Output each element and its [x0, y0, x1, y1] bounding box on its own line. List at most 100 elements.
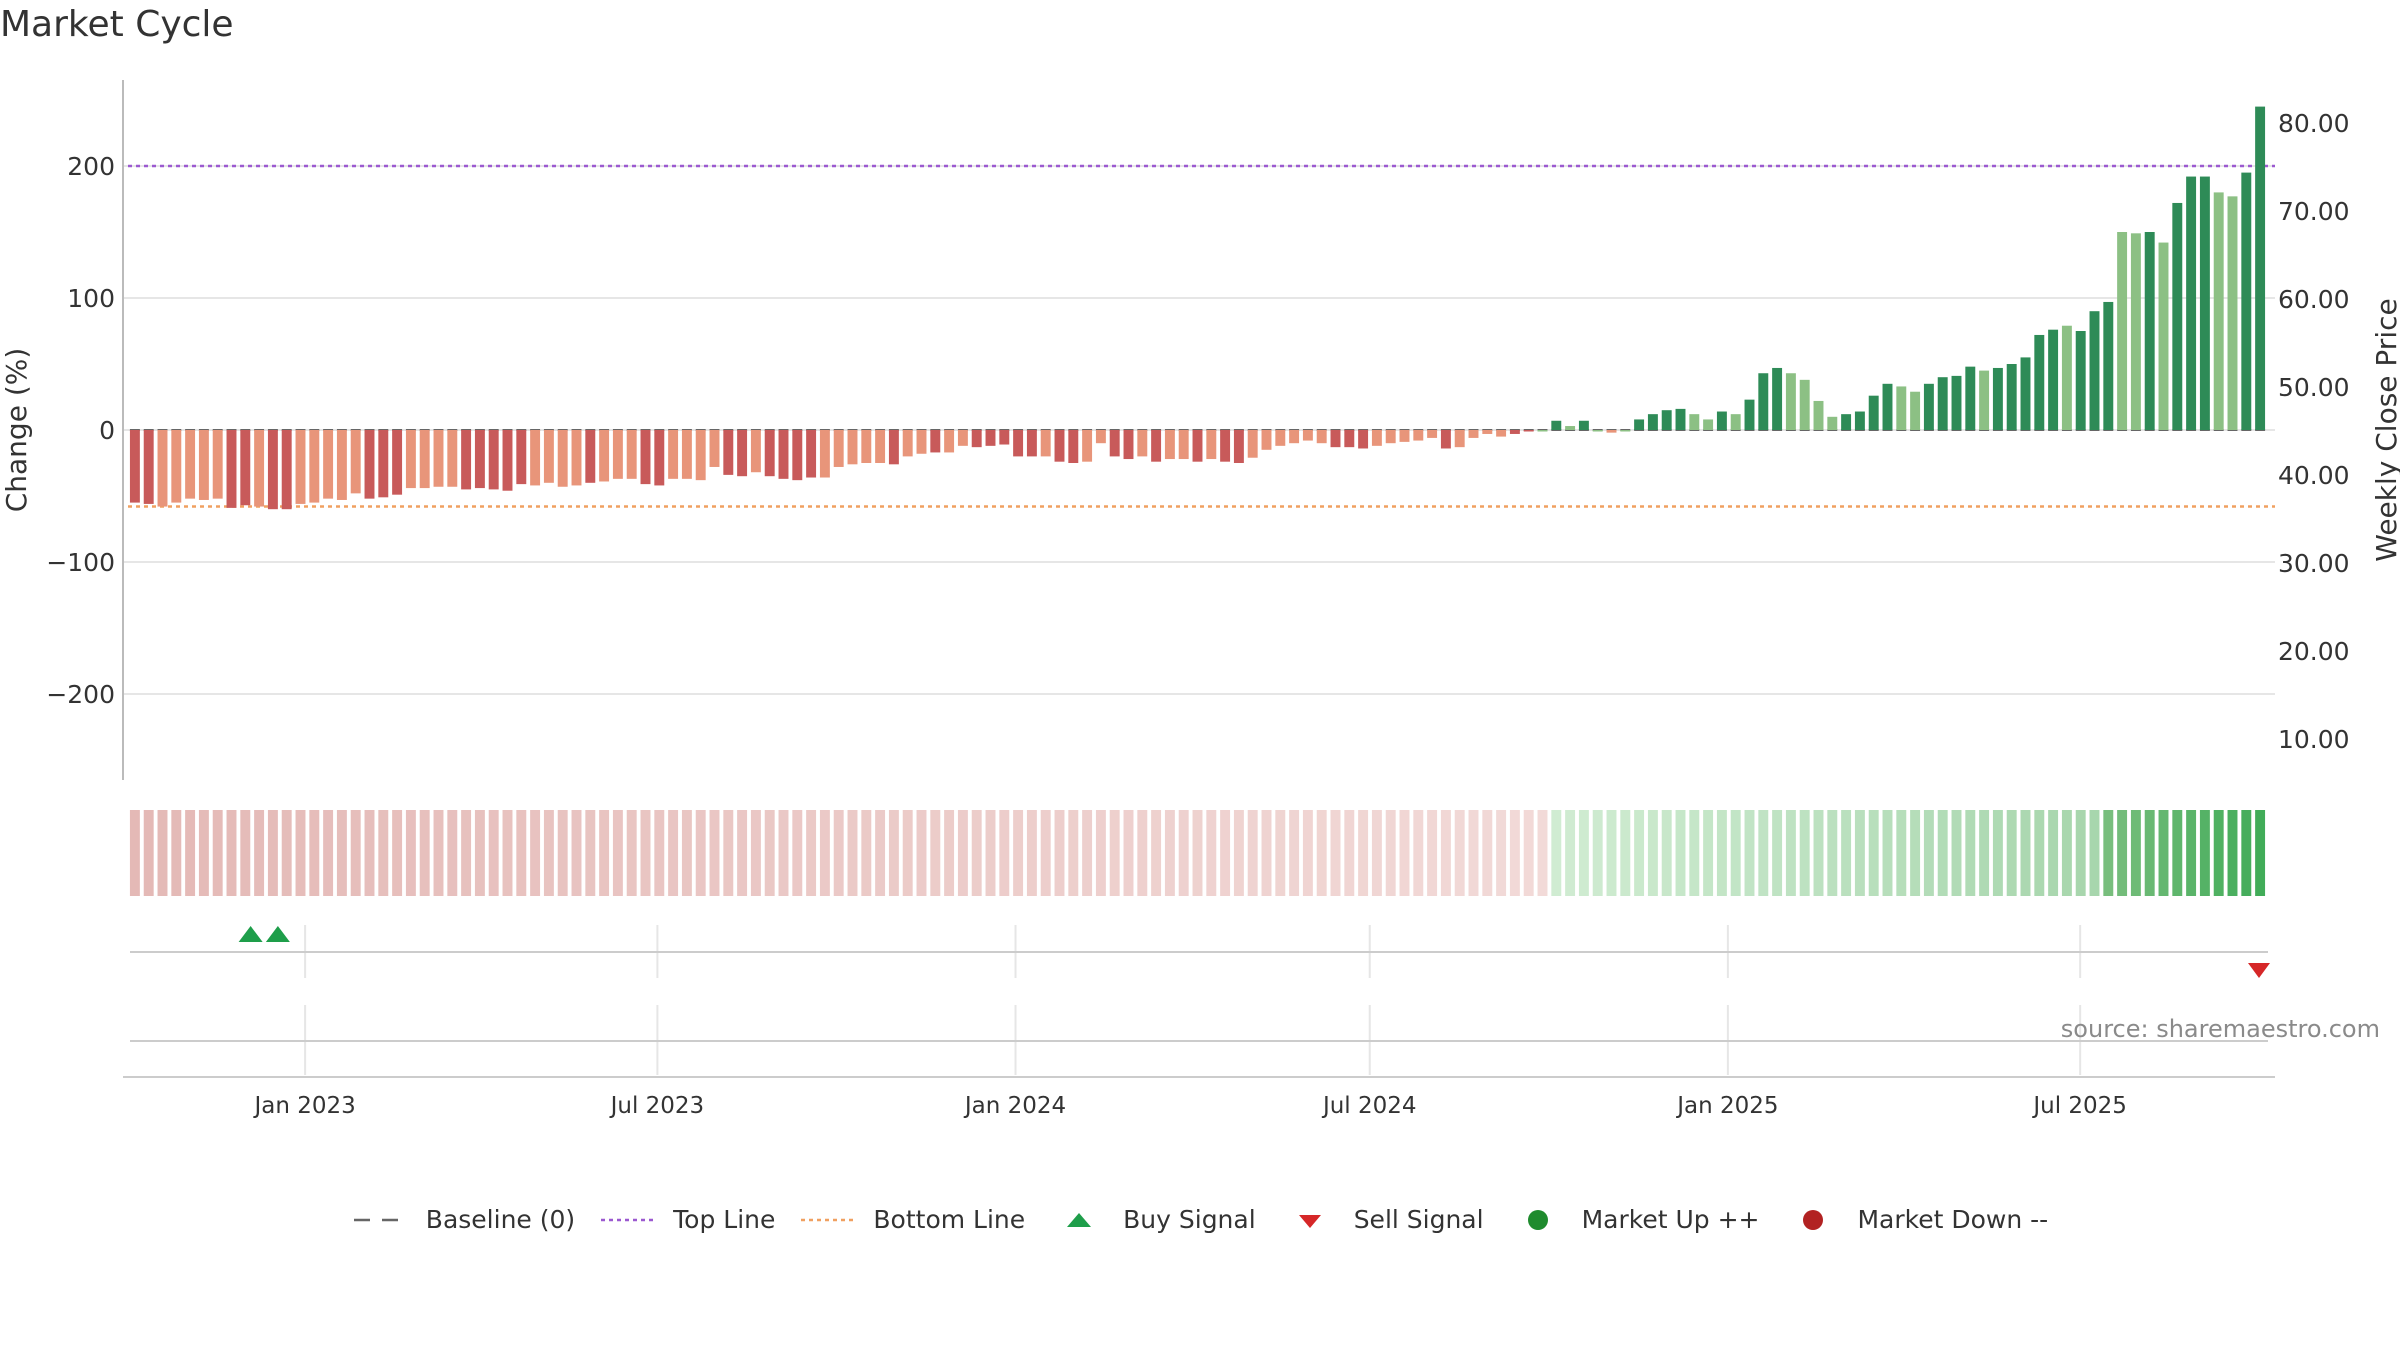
- bar: [405, 430, 416, 489]
- bar: [461, 430, 472, 490]
- bar: [1523, 430, 1534, 432]
- cycle-band-cell: [1164, 810, 1175, 896]
- legend-item: Market Up ++: [1508, 1205, 1759, 1234]
- cycle-band-cell: [2144, 810, 2155, 896]
- bar: [1634, 419, 1645, 430]
- bar: [2089, 311, 2100, 430]
- cycle-band-cell: [985, 810, 996, 896]
- x-tick-label: Jul 2025: [2031, 1093, 2127, 1119]
- bar: [143, 430, 154, 504]
- cycle-band-cell: [2061, 810, 2072, 896]
- bar: [1496, 430, 1507, 437]
- bar: [1620, 430, 1631, 432]
- bar: [888, 430, 899, 465]
- cycle-band-cell: [1427, 810, 1438, 896]
- bar: [571, 430, 582, 486]
- cycle-band-cell: [1385, 810, 1396, 896]
- cycle-band-cell: [1220, 810, 1231, 896]
- cycle-band-cell: [1358, 810, 1369, 896]
- cycle-band-cell: [1496, 810, 1507, 896]
- cycle-band-cell: [612, 810, 623, 896]
- cycle-band-cell: [1992, 810, 2003, 896]
- cycle-band-cell: [1799, 810, 1810, 896]
- bar: [599, 430, 610, 482]
- cycle-band-cell: [1758, 810, 1769, 896]
- cycle-band-cell: [1082, 810, 1093, 896]
- bar: [1882, 383, 1893, 430]
- bar: [778, 430, 789, 479]
- cycle-band-cell: [557, 810, 568, 896]
- cycle-band-cell: [1509, 810, 1520, 896]
- bar: [1454, 430, 1465, 448]
- bar: [1427, 430, 1438, 438]
- bar: [2117, 232, 2128, 430]
- cycle-band-cell: [1095, 810, 1106, 896]
- cycle-band-cell: [1482, 810, 1493, 896]
- cycle-band-cell: [1689, 810, 1700, 896]
- cycle-band-cell: [1068, 810, 1079, 896]
- cycle-band-cell: [392, 810, 403, 896]
- y-tick-label: 0: [99, 416, 115, 445]
- bar: [1095, 430, 1106, 444]
- cycle-band-cell: [1882, 810, 1893, 896]
- bar: [1923, 383, 1934, 430]
- cycle-band-cell: [2117, 810, 2128, 896]
- bar: [957, 430, 968, 446]
- bar: [1827, 416, 1838, 430]
- bar: [792, 430, 803, 481]
- bar: [171, 430, 182, 503]
- cycle-band-cell: [1661, 810, 1672, 896]
- cycle-band-cell: [309, 810, 320, 896]
- legend-label: Sell Signal: [1353, 1205, 1484, 1234]
- cycle-band-cell: [1371, 810, 1382, 896]
- cycle-band-cell: [1965, 810, 1976, 896]
- bar: [668, 430, 679, 479]
- legend-item: Top Line: [599, 1205, 775, 1234]
- bar: [1868, 395, 1879, 430]
- circle-icon: [1527, 1209, 1548, 1230]
- cycle-band-cell: [1289, 810, 1300, 896]
- y-tick-label: −200: [46, 680, 115, 709]
- bar: [364, 430, 375, 499]
- bar: [1289, 430, 1300, 444]
- cycle-band-cell: [792, 810, 803, 896]
- cycle-band-cell: [1523, 810, 1534, 896]
- bar: [1399, 430, 1410, 442]
- bar: [1509, 430, 1520, 434]
- legend-item: Sell Signal: [1280, 1205, 1484, 1234]
- cycle-band-cell: [1730, 810, 1741, 896]
- bar: [502, 430, 513, 491]
- cycle-band-cell: [1040, 810, 1051, 896]
- y2-axis-label: Weekly Close Price: [2370, 298, 2400, 561]
- bar: [999, 430, 1010, 445]
- bar: [1661, 410, 1672, 430]
- cycle-band-cell: [364, 810, 375, 896]
- cycle-band-cell: [1827, 810, 1838, 896]
- bar: [336, 430, 347, 500]
- y2-tick-label: 50.00: [2278, 373, 2350, 402]
- bar: [1082, 430, 1093, 462]
- bar: [212, 430, 223, 499]
- bar: [323, 430, 334, 499]
- y-tick-label: 200: [67, 152, 115, 181]
- cycle-band-cell: [1440, 810, 1451, 896]
- source-note: source: sharemaestro.com: [2060, 1015, 2380, 1043]
- legend-label: Bottom Line: [873, 1205, 1026, 1234]
- bar: [185, 430, 196, 499]
- cycle-band-cell: [129, 810, 140, 896]
- bar: [1854, 411, 1865, 430]
- cycle-band-cell: [1206, 810, 1217, 896]
- buy-signal-marker: [265, 926, 290, 942]
- bar: [1261, 430, 1272, 450]
- cycle-band-cell: [447, 810, 458, 896]
- cycle-band-cell: [2186, 810, 2197, 896]
- cycle-band-cell: [474, 810, 485, 896]
- bar: [2213, 192, 2224, 430]
- cycle-band-cell: [1013, 810, 1024, 896]
- x-tick-label: Jan 2023: [252, 1093, 355, 1119]
- cycle-band-cell: [212, 810, 223, 896]
- bar: [1137, 430, 1148, 457]
- bar: [1164, 430, 1175, 460]
- bar: [516, 430, 527, 485]
